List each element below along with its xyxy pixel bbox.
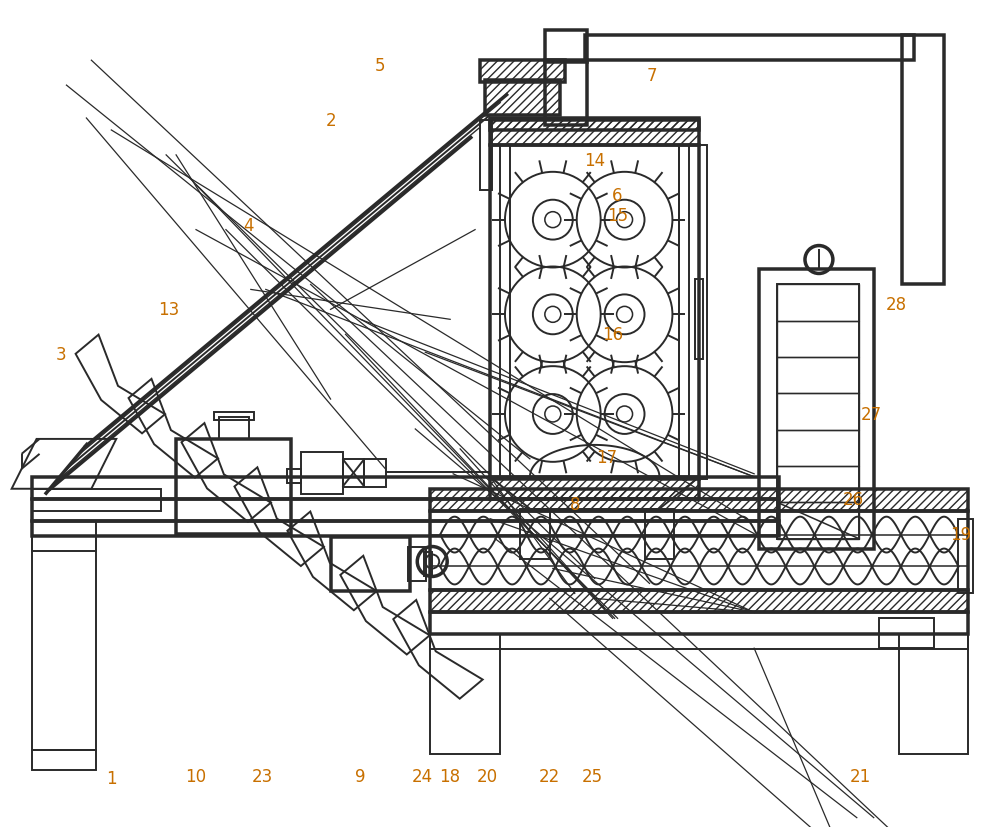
Bar	[958, 519, 973, 594]
Text: 9: 9	[355, 767, 366, 785]
Bar	[287, 469, 301, 484]
Bar	[777, 466, 859, 503]
Bar	[689, 146, 707, 479]
Bar	[777, 503, 859, 539]
Bar	[545, 61, 587, 126]
Bar	[32, 477, 779, 499]
Text: 22: 22	[539, 767, 560, 785]
Text: 17: 17	[596, 448, 617, 466]
Bar	[777, 358, 859, 394]
Bar	[485, 81, 560, 116]
Bar	[32, 521, 779, 536]
Text: 6: 6	[612, 186, 623, 205]
Text: 27: 27	[861, 406, 882, 423]
Bar	[301, 452, 343, 494]
Bar	[490, 146, 699, 479]
Bar	[430, 634, 968, 649]
Bar	[777, 285, 859, 321]
Bar	[32, 536, 96, 551]
Bar	[430, 590, 968, 613]
Bar	[485, 81, 560, 116]
Bar	[510, 146, 679, 479]
Bar	[32, 499, 779, 521]
Text: 3: 3	[56, 346, 67, 363]
Bar	[777, 394, 859, 430]
Bar	[645, 509, 674, 559]
Bar	[430, 634, 500, 754]
Text: 14: 14	[584, 152, 605, 170]
Bar	[480, 121, 492, 190]
Bar	[480, 61, 565, 83]
Bar	[899, 634, 968, 754]
Bar	[343, 460, 364, 487]
Bar	[430, 613, 968, 634]
Bar	[490, 121, 699, 146]
Text: 28: 28	[886, 296, 907, 314]
Bar	[902, 36, 944, 285]
Bar	[480, 61, 565, 83]
Text: 2: 2	[325, 112, 336, 130]
Bar	[777, 430, 859, 466]
Text: 1: 1	[106, 769, 117, 787]
Text: 5: 5	[375, 57, 386, 75]
Text: 21: 21	[850, 767, 871, 785]
Bar	[777, 321, 859, 358]
Bar	[430, 511, 968, 590]
Text: 16: 16	[602, 326, 623, 344]
Bar	[331, 537, 410, 592]
Text: 25: 25	[582, 767, 603, 785]
Bar	[490, 119, 699, 131]
Text: 23: 23	[252, 767, 273, 785]
Bar	[214, 412, 254, 421]
Bar	[408, 546, 426, 582]
Bar	[424, 552, 432, 577]
Bar	[759, 270, 874, 549]
Bar	[176, 440, 291, 534]
Text: 10: 10	[185, 767, 207, 785]
Bar	[32, 521, 96, 750]
Text: 13: 13	[158, 301, 180, 319]
Bar	[777, 285, 859, 539]
Bar	[500, 146, 679, 479]
Text: 8: 8	[569, 495, 580, 513]
Text: 24: 24	[412, 767, 433, 785]
Bar	[520, 509, 550, 559]
Bar	[32, 750, 96, 770]
Bar	[32, 489, 161, 511]
Bar	[219, 417, 249, 440]
Bar	[364, 460, 386, 487]
Bar	[490, 477, 699, 499]
Text: 15: 15	[607, 206, 628, 224]
Text: 19: 19	[950, 525, 971, 543]
Text: 4: 4	[244, 216, 254, 234]
Bar	[879, 619, 934, 648]
Bar	[585, 36, 914, 61]
Bar	[545, 31, 587, 63]
Text: 18: 18	[440, 767, 461, 785]
Text: 26: 26	[843, 490, 864, 508]
Text: 7: 7	[646, 67, 657, 85]
Bar	[695, 280, 703, 359]
Bar	[430, 489, 968, 511]
Text: 20: 20	[476, 767, 498, 785]
